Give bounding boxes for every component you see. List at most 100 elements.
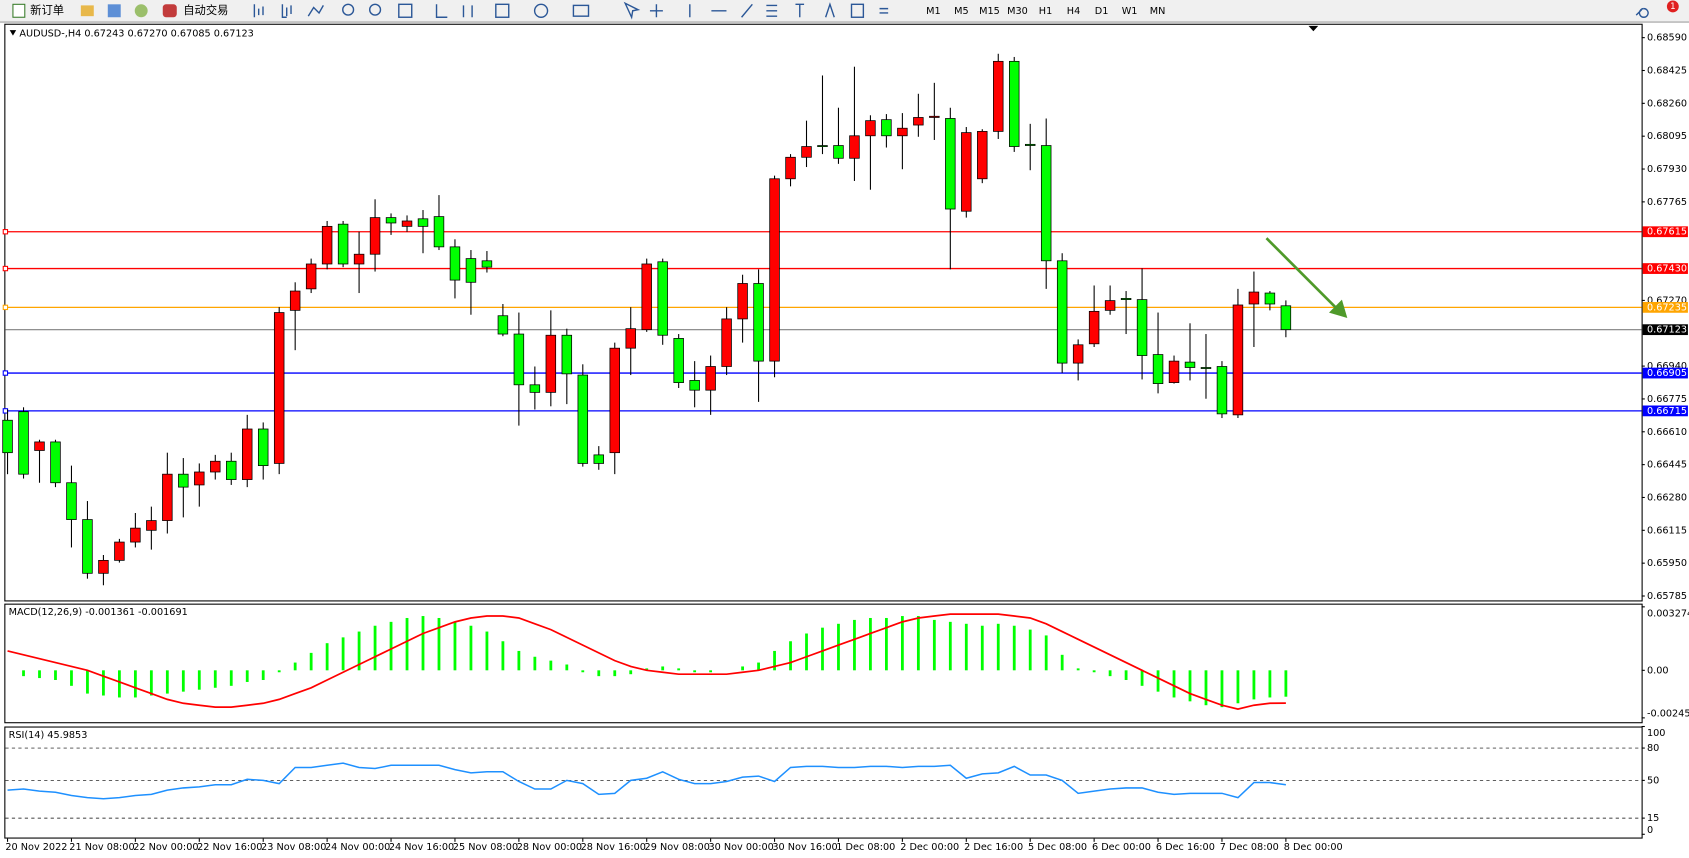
candle-body <box>977 131 988 180</box>
toolbar-icon[interactable] <box>80 5 94 17</box>
candle-body <box>337 223 349 265</box>
candle-body <box>769 178 780 362</box>
x-tick-label: 22 Nov 00:00 <box>133 842 198 853</box>
candle-body <box>1248 291 1260 305</box>
x-tick-label: 24 Nov 16:00 <box>389 842 454 853</box>
candle-body <box>657 261 668 336</box>
candle-body <box>50 441 61 484</box>
notification-badge[interactable] <box>1666 0 1679 13</box>
auto-trade-icon[interactable] <box>162 4 177 18</box>
level-handle[interactable] <box>2 265 9 272</box>
x-tick-label: 24 Nov 00:00 <box>325 842 390 853</box>
candle-body <box>18 411 29 475</box>
level-handle[interactable] <box>2 304 9 311</box>
symbol-menu-marker[interactable] <box>9 30 17 36</box>
toolbar-icon[interactable] <box>134 4 148 18</box>
timeframe-button[interactable]: M15 <box>979 6 1000 17</box>
candle-body <box>273 312 285 464</box>
x-tick-label: 25 Nov 08:00 <box>453 842 518 853</box>
y-tick-label: 0.67930 <box>1647 164 1687 175</box>
candle-body <box>1056 260 1068 364</box>
candle-body <box>1184 361 1196 368</box>
level-handle[interactable] <box>2 408 9 414</box>
candle-body <box>146 520 157 531</box>
candle-body <box>1120 298 1132 300</box>
timeframe-button[interactable]: D1 <box>1095 6 1109 17</box>
y-tick-label: 0.65785 <box>1647 591 1687 602</box>
candle-body <box>561 334 573 375</box>
candle-body <box>1232 304 1244 416</box>
candle-body <box>833 145 844 159</box>
macd-title: MACD(12,26,9) -0.001361 -0.001691 <box>9 607 188 618</box>
candle-body <box>194 471 205 486</box>
level-label: 0.66715 <box>1647 406 1687 417</box>
candle-body <box>1264 292 1276 305</box>
new-order-button[interactable]: 新订单 <box>30 3 64 17</box>
x-tick-label: 29 Nov 08:00 <box>645 842 710 853</box>
y-tick-label: 0 <box>1647 825 1653 836</box>
x-tick-label: 5 Dec 08:00 <box>1028 842 1087 853</box>
candle-body <box>305 263 317 290</box>
candle-body <box>1104 300 1116 311</box>
timeframe-button[interactable]: H4 <box>1067 6 1080 17</box>
candle-body <box>1024 143 1036 146</box>
timeframe-button[interactable]: M5 <box>954 6 969 17</box>
candle-body <box>609 347 620 454</box>
candle-body <box>66 482 77 520</box>
level-label-box <box>1642 263 1688 274</box>
candle-body <box>593 454 605 464</box>
candle-body <box>497 315 509 335</box>
y-tick-label: 0.66775 <box>1647 394 1687 405</box>
y-tick-label: 0.00 <box>1647 665 1669 676</box>
candle-body <box>1200 367 1212 369</box>
level-label-box <box>1642 226 1688 238</box>
notification-count: 1 <box>1670 2 1675 12</box>
y-tick-label: 80 <box>1647 743 1659 754</box>
level-label: 0.66905 <box>1647 368 1687 379</box>
level-handle[interactable] <box>2 370 9 376</box>
level-label: 0.67615 <box>1647 227 1687 238</box>
timeframe-button[interactable]: H1 <box>1039 6 1052 17</box>
y-tick-label: 0.66940 <box>1647 361 1687 372</box>
candle-body <box>1280 305 1292 331</box>
auto-trade-button[interactable]: 自动交易 <box>183 3 228 17</box>
candle-body <box>34 441 45 451</box>
x-tick-label: 28 Nov 00:00 <box>517 842 582 853</box>
toolbar-icon[interactable] <box>107 4 121 18</box>
candle-body <box>625 328 636 349</box>
x-tick-label: 7 Dec 08:00 <box>1220 842 1279 853</box>
level-handle[interactable] <box>2 229 9 235</box>
new-order-icon[interactable] <box>12 3 26 18</box>
candle-body <box>913 117 924 126</box>
level-label-box <box>1642 301 1688 313</box>
current-price-label: 0.67123 <box>1647 325 1687 336</box>
chart-title: AUDUSD-,H4 0.67243 0.67270 0.67085 0.671… <box>19 28 253 39</box>
candle-body <box>162 473 173 521</box>
y-tick-label: 50 <box>1647 775 1659 786</box>
candle-body <box>130 527 141 543</box>
timeframe-button[interactable]: W1 <box>1122 6 1138 17</box>
toolbar-icons[interactable] <box>253 1 1649 20</box>
x-tick-label: 21 Nov 08:00 <box>69 842 134 853</box>
candle-body <box>385 217 397 224</box>
candle-body <box>753 283 764 362</box>
level-label-box <box>1642 367 1688 379</box>
rsi-title: RSI(14) 45.9853 <box>9 730 88 741</box>
arrow-shaft <box>1265 237 1338 310</box>
level-label: 0.67430 <box>1647 264 1687 275</box>
x-tick-label: 2 Dec 16:00 <box>964 842 1023 853</box>
candle-body <box>945 118 956 210</box>
timeframe-button[interactable]: M30 <box>1007 6 1028 17</box>
rsi-panel <box>4 726 1643 839</box>
timeframe-button[interactable]: MN <box>1150 6 1166 17</box>
x-tick-label: 6 Dec 00:00 <box>1092 842 1151 853</box>
candle-body <box>865 120 876 137</box>
trend-arrow <box>1265 237 1348 318</box>
x-tick-label: 2 Dec 00:00 <box>900 842 959 853</box>
timeframe-button[interactable]: M1 <box>926 6 941 17</box>
candle-body <box>817 145 828 147</box>
candle-body <box>929 115 940 118</box>
candle-body <box>289 290 301 311</box>
y-tick-label: 0.65950 <box>1647 558 1687 569</box>
